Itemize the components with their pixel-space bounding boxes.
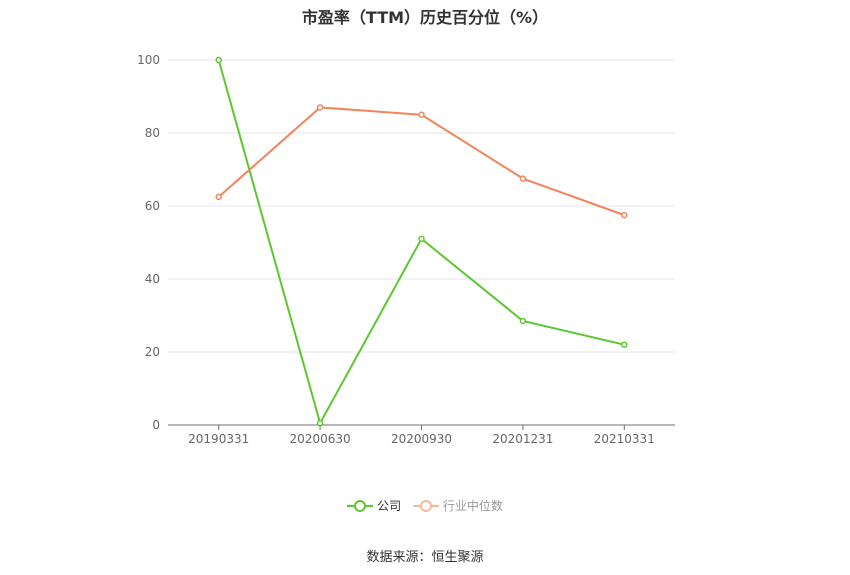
data-point[interactable] xyxy=(316,419,324,427)
legend-item-industry-median[interactable]: 行业中位数 xyxy=(412,497,503,514)
legend-marker-industry-median-icon xyxy=(412,499,439,512)
data-point[interactable] xyxy=(519,317,527,325)
data-point[interactable] xyxy=(418,111,425,118)
grid-lines xyxy=(168,59,675,353)
y-tick-label: 0 xyxy=(152,418,160,432)
legend-item-company[interactable]: 公司 xyxy=(347,497,401,514)
x-tick-label: 20200930 xyxy=(391,432,452,446)
legend: 公司 行业中位数 xyxy=(0,497,850,516)
x-tick-label: 20200630 xyxy=(290,432,351,446)
y-tick-label: 20 xyxy=(145,345,160,359)
y-tick-label: 100 xyxy=(137,53,160,67)
x-tick-label: 20201231 xyxy=(492,432,553,446)
data-point[interactable] xyxy=(621,211,628,219)
data-source-note: 数据来源：恒生聚源 xyxy=(366,550,484,565)
x-tick-label: 20210331 xyxy=(594,432,655,446)
data-point[interactable] xyxy=(215,56,222,64)
chart-title: 市盈率（TTM）历史百分位（%） xyxy=(301,8,549,27)
axes: 0 20 40 60 80 100 20190331 20200630 20200930 2020… xyxy=(137,53,675,446)
data-point[interactable] xyxy=(215,193,222,201)
y-tick-label: 80 xyxy=(145,126,160,140)
data-point[interactable] xyxy=(316,104,324,111)
data-point[interactable] xyxy=(519,175,527,182)
legend-marker-company-icon xyxy=(347,499,374,512)
y-tick-label: 40 xyxy=(145,272,160,286)
x-tick-label: 20190331 xyxy=(188,432,249,446)
data-points xyxy=(215,56,628,427)
data-point[interactable] xyxy=(621,341,628,348)
legend-label-industry-median: 行业中位数 xyxy=(442,499,503,513)
series-line-1 xyxy=(218,106,625,217)
y-tick-label: 60 xyxy=(145,199,160,213)
data-point[interactable] xyxy=(418,235,425,243)
legend-label-company: 公司 xyxy=(377,499,402,513)
